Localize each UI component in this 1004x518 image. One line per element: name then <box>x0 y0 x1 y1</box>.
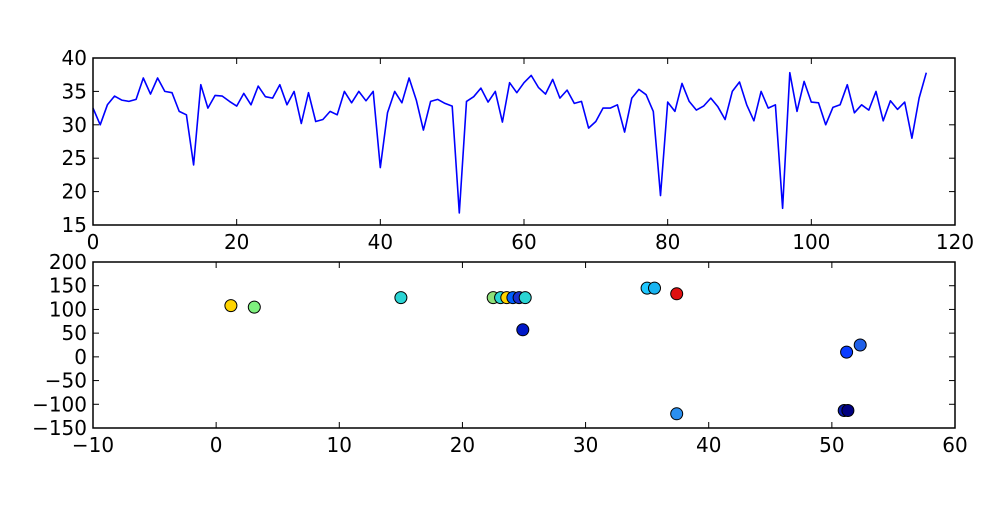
x-tick-label: 20 <box>450 433 475 457</box>
y-tick-label: 30 <box>62 113 87 137</box>
x-tick-label: 50 <box>819 433 844 457</box>
y-tick-label: −100 <box>32 392 87 416</box>
scatter-point <box>648 281 661 295</box>
y-tick-label: 150 <box>49 274 87 298</box>
series-line <box>92 71 928 214</box>
x-tick-label: 20 <box>224 230 249 254</box>
y-tick-label: 20 <box>62 180 87 204</box>
x-tick-label: −10 <box>72 433 114 457</box>
plot-area <box>93 262 955 428</box>
x-tick-label: 60 <box>511 230 536 254</box>
scatter-point <box>516 323 530 337</box>
x-tick-label: 40 <box>368 230 393 254</box>
y-tick-label: 50 <box>62 321 87 345</box>
y-tick-label: −150 <box>32 416 87 440</box>
plot-area <box>93 58 955 225</box>
scatter-point <box>670 407 684 421</box>
scatter-point <box>670 287 684 301</box>
x-tick-label: 60 <box>942 433 967 457</box>
x-tick-label: 40 <box>696 433 721 457</box>
axes-frame <box>92 261 956 429</box>
x-tick-label: 100 <box>792 230 830 254</box>
y-tick-label: −50 <box>45 369 87 393</box>
y-tick-label: 15 <box>62 213 87 237</box>
y-tick-label: 35 <box>62 79 87 103</box>
x-tick-label: 80 <box>655 230 680 254</box>
scatter-point <box>224 299 238 313</box>
x-tick-label: 0 <box>87 230 100 254</box>
y-tick-label: 25 <box>62 146 87 170</box>
line-chart-panel: 0 20 40 60 80 100 120 15 20 25 30 35 40 <box>62 46 975 254</box>
x-tick-label: 0 <box>210 433 223 457</box>
x-tick-label: 120 <box>936 230 974 254</box>
y-tick-label: 100 <box>49 297 87 321</box>
scatter-point <box>841 404 855 417</box>
scatter-point <box>853 338 867 352</box>
scatter-point <box>247 300 261 314</box>
y-tick-label: 0 <box>74 345 87 369</box>
x-tick-label: 10 <box>327 433 352 457</box>
y-tick-label: 200 <box>49 250 87 274</box>
x-tick-label: 30 <box>573 433 598 457</box>
scatter-point <box>840 345 854 359</box>
scatter-point <box>518 291 532 305</box>
y-tick-label: 40 <box>62 46 87 70</box>
scatter-point <box>394 291 408 305</box>
